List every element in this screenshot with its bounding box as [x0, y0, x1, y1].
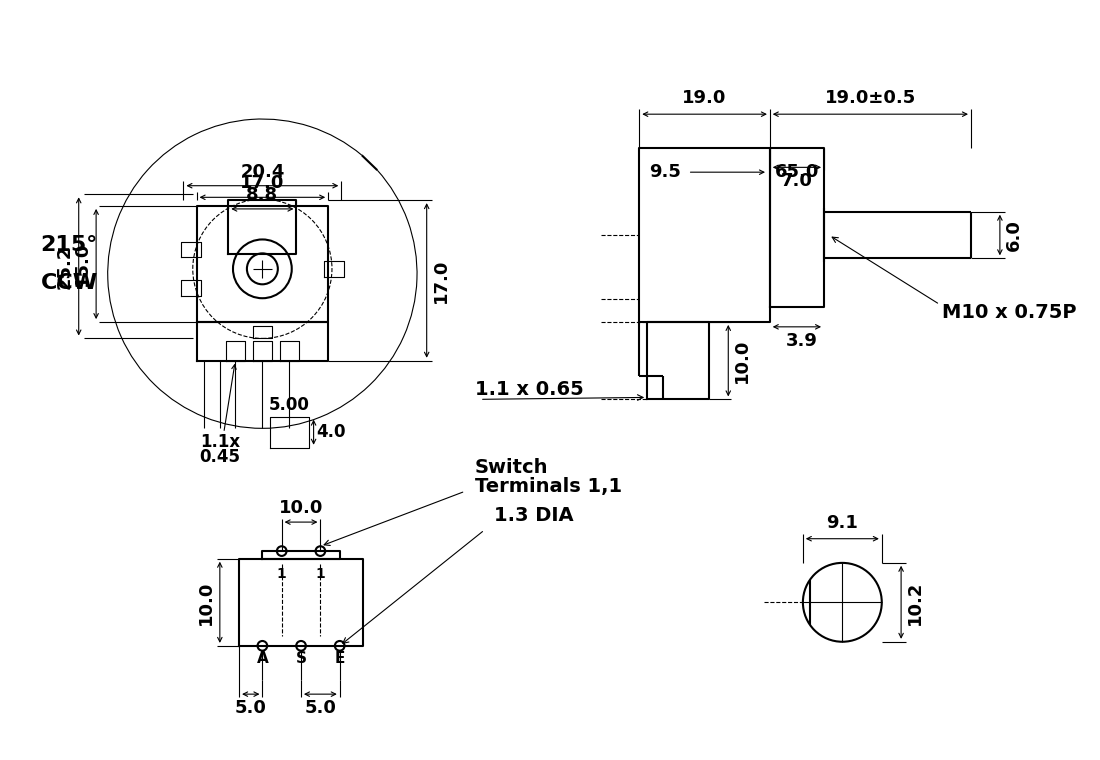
Text: 1: 1 — [316, 566, 326, 581]
Text: 25.2: 25.2 — [56, 244, 74, 289]
Text: 8.8: 8.8 — [246, 186, 278, 204]
Text: 5.0: 5.0 — [305, 699, 337, 717]
Text: 10.0: 10.0 — [733, 338, 751, 383]
Text: Switch: Switch — [475, 458, 549, 477]
Text: 1.1 x 0.65: 1.1 x 0.65 — [475, 380, 584, 399]
Text: 10.0: 10.0 — [197, 580, 215, 625]
Text: E: E — [334, 651, 345, 666]
Text: S: S — [296, 651, 307, 666]
Text: 17.0: 17.0 — [240, 175, 285, 192]
Text: 4.0: 4.0 — [317, 423, 346, 442]
Text: 17.0: 17.0 — [431, 258, 450, 302]
Text: CCW: CCW — [41, 274, 98, 293]
Text: 6.0: 6.0 — [1004, 219, 1023, 251]
Text: 7.0: 7.0 — [781, 173, 813, 190]
Text: 9.5: 9.5 — [649, 163, 681, 181]
Text: M10 x 0.75P: M10 x 0.75P — [942, 302, 1077, 321]
Text: 15.0: 15.0 — [74, 242, 91, 287]
Text: Terminals 1,1: Terminals 1,1 — [475, 477, 623, 496]
Text: A: A — [256, 651, 268, 666]
Text: 19.0: 19.0 — [682, 90, 727, 107]
Text: 10.0: 10.0 — [278, 499, 323, 518]
Text: 9.1: 9.1 — [826, 514, 858, 532]
Text: 3.9: 3.9 — [785, 331, 817, 350]
Text: 215°: 215° — [41, 235, 98, 255]
Text: 10.2: 10.2 — [906, 580, 924, 625]
Text: 19.0±0.5: 19.0±0.5 — [825, 90, 916, 107]
Text: 1.1x: 1.1x — [200, 433, 240, 451]
Text: 20.4: 20.4 — [240, 163, 285, 181]
Text: 5.0: 5.0 — [234, 699, 266, 717]
Text: 0.45: 0.45 — [199, 448, 240, 466]
Text: 1: 1 — [277, 566, 287, 581]
Text: 5.00: 5.00 — [270, 396, 310, 414]
Text: 1.3 DIA: 1.3 DIA — [494, 506, 574, 525]
Text: 65.0: 65.0 — [774, 163, 820, 181]
